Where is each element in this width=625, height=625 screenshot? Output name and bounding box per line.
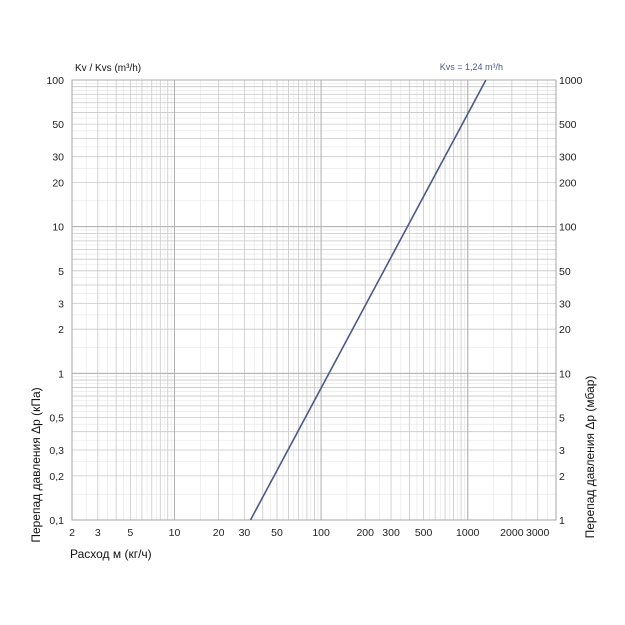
x-tick-label: 10 bbox=[169, 527, 181, 539]
y-left-tick-labels: 0,1 0,2 0,3 0,5 1 2 3 5 10 20 30 50 100 bbox=[46, 75, 64, 527]
y-left-tick-label: 50 bbox=[52, 119, 64, 131]
y-left-tick-label: 30 bbox=[52, 152, 64, 164]
x-tick-labels: 2 3 5 10 20 30 50 100 200 300 500 1000 2000 3000 bbox=[69, 527, 549, 539]
kv-kvs-label: Kv / Kvs (m³/h) bbox=[75, 63, 141, 74]
x-tick-label: 100 bbox=[312, 527, 330, 539]
x-tick-label: 200 bbox=[356, 527, 374, 539]
x-axis-title: Расход м (кг/ч) bbox=[70, 547, 152, 561]
grid-major bbox=[71, 80, 557, 521]
x-tick-label: 20 bbox=[213, 527, 225, 539]
x-tick-label: 50 bbox=[271, 527, 283, 539]
x-tick-label: 30 bbox=[239, 527, 251, 539]
y-right-tick-label: 1000 bbox=[559, 75, 583, 87]
y-right-tick-label: 20 bbox=[559, 324, 571, 336]
y-left-tick-label: 10 bbox=[52, 222, 64, 234]
y-left-tick-label: 3 bbox=[58, 298, 64, 310]
y-left-tick-label: 0,3 bbox=[49, 445, 64, 457]
y-left-tick-label: 0,5 bbox=[49, 412, 64, 424]
y-left-tick-label: 0,1 bbox=[49, 515, 64, 527]
x-tick-label: 500 bbox=[415, 527, 433, 539]
x-tick-label: 2000 bbox=[500, 527, 524, 539]
y-right-tick-label: 100 bbox=[559, 222, 577, 234]
y-left-tick-label: 1 bbox=[58, 368, 64, 380]
x-tick-label: 3 bbox=[95, 527, 101, 539]
y-right-tick-label: 1 bbox=[559, 515, 565, 527]
y-left-tick-label: 0,2 bbox=[49, 471, 64, 483]
y-right-tick-label: 30 bbox=[559, 298, 571, 310]
x-tick-label: 1000 bbox=[456, 527, 480, 539]
series-line bbox=[249, 79, 487, 521]
y-left-tick-label: 100 bbox=[46, 75, 64, 87]
y-axis-left-title: Перепад давления Δp (кПа) bbox=[29, 387, 43, 542]
plot-frame bbox=[71, 79, 557, 521]
y-right-tick-label: 50 bbox=[559, 266, 571, 278]
y-right-tick-label: 10 bbox=[559, 368, 571, 380]
y-right-tick-label: 200 bbox=[559, 178, 577, 190]
y-left-tick-label: 5 bbox=[58, 266, 64, 278]
x-tick-label: 2 bbox=[69, 527, 75, 539]
y-axis-right-title: Перепад давления Δp (мбар) bbox=[583, 376, 597, 539]
series-layer bbox=[249, 79, 487, 521]
x-tick-label: 5 bbox=[127, 527, 133, 539]
y-right-tick-label: 500 bbox=[559, 119, 577, 131]
y-left-tick-label: 20 bbox=[52, 178, 64, 190]
x-tick-label: 300 bbox=[382, 527, 400, 539]
y-right-tick-label: 2 bbox=[559, 471, 565, 483]
series-label: Kvs = 1,24 m³/h bbox=[440, 62, 503, 72]
grid-minor bbox=[72, 80, 556, 520]
y-right-tick-labels: 1 2 3 5 10 20 30 50 100 200 300 500 1000 bbox=[559, 75, 583, 527]
y-right-tick-label: 5 bbox=[559, 412, 565, 424]
y-left-tick-label: 2 bbox=[58, 324, 64, 336]
x-tick-label: 3000 bbox=[526, 527, 550, 539]
y-right-tick-label: 300 bbox=[559, 152, 577, 164]
y-right-tick-label: 3 bbox=[559, 445, 565, 457]
